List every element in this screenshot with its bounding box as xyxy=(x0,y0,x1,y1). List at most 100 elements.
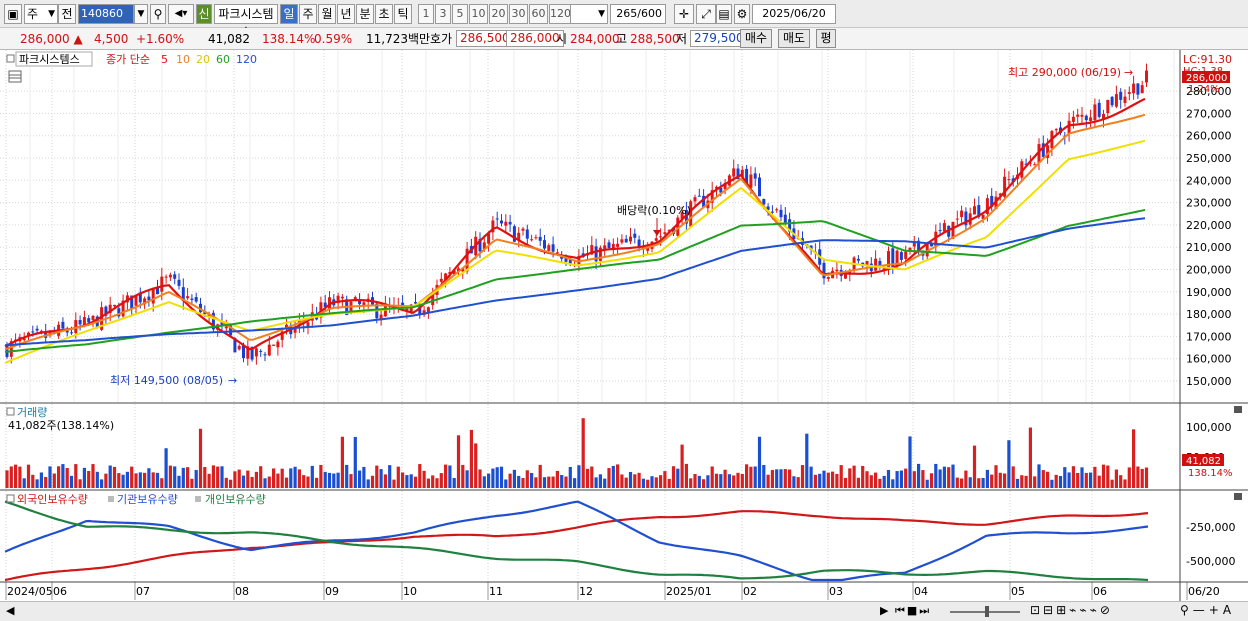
holding-tick-500k: -500,000 xyxy=(1186,555,1235,568)
window-icon[interactable]: ▣ xyxy=(4,4,22,24)
draw-tool-icon[interactable]: ⤢ xyxy=(696,4,716,24)
candle-body xyxy=(457,268,460,272)
candle-body xyxy=(134,295,138,306)
period-button-5[interactable]: 초 xyxy=(375,4,393,24)
candle-body xyxy=(418,306,422,314)
volume-bar xyxy=(461,464,465,488)
hoga-label: 호가 xyxy=(430,32,453,46)
date-field[interactable]: 2025/06/20 xyxy=(752,4,836,24)
interval-button-4[interactable]: 20 xyxy=(489,4,508,24)
period-button-1[interactable]: 주 xyxy=(299,4,317,24)
volume-bar xyxy=(835,473,839,488)
volume-bar xyxy=(856,477,860,488)
candle-body xyxy=(710,190,714,203)
stock-name[interactable]: 파크시스템스 xyxy=(214,4,278,39)
volume-bar xyxy=(237,469,241,488)
candle-body xyxy=(1046,145,1050,158)
chevron-down-icon[interactable]: ▼ xyxy=(134,4,148,24)
zoom-slider-handle[interactable] xyxy=(985,606,989,617)
candle-body xyxy=(27,332,30,337)
speaker-icon[interactable]: ◀▾ xyxy=(168,4,194,24)
period-button-0[interactable]: 일 xyxy=(280,4,298,24)
volume-bar xyxy=(577,465,581,488)
volume-ratio: 138.14% xyxy=(262,32,316,46)
search-icon[interactable]: ⚲ xyxy=(150,4,166,24)
candle-body xyxy=(663,232,667,235)
candle-body xyxy=(964,211,968,226)
candle-body xyxy=(168,274,172,278)
interval-button-3[interactable]: 10 xyxy=(469,4,488,24)
eval-button[interactable]: 평 xyxy=(816,29,836,48)
volume-bar xyxy=(5,470,9,488)
period-button-6[interactable]: 틱 xyxy=(394,4,412,24)
candle-body xyxy=(616,243,620,247)
interval-button-6[interactable]: 60 xyxy=(529,4,548,24)
interval-button-2[interactable]: 5 xyxy=(452,4,468,24)
volume-bar xyxy=(358,470,362,488)
interval-button-0[interactable]: 1 xyxy=(418,4,434,24)
volume-bar xyxy=(14,464,18,488)
playback-icons[interactable]: ⏮■⏭ xyxy=(895,604,932,617)
code-input[interactable]: 140860 xyxy=(78,4,134,24)
candle-body xyxy=(912,242,916,247)
volume-bar xyxy=(302,475,306,488)
interval-button-1[interactable]: 3 xyxy=(435,4,451,24)
candle-body xyxy=(70,332,73,334)
interval-button-5[interactable]: 30 xyxy=(509,4,528,24)
volume-bar xyxy=(22,478,26,488)
period-button-3[interactable]: 년 xyxy=(337,4,355,24)
volume-bar xyxy=(211,465,215,488)
scroll-right-icon[interactable]: ▶ xyxy=(880,604,889,617)
period-button-2[interactable]: 월 xyxy=(318,4,336,24)
candle-body xyxy=(65,329,69,333)
zoom-icons[interactable]: ⚲—+A xyxy=(1180,603,1236,617)
candle-body xyxy=(353,297,357,301)
stock-chart[interactable]: 150,000 160,000 170,000 180,000 190,000 200,0… xyxy=(0,50,1248,601)
ask-price[interactable]: 286,500 xyxy=(456,30,514,47)
sell-button[interactable]: 매도 xyxy=(778,29,810,48)
volume-bar xyxy=(181,467,185,488)
chevron-down-icon[interactable]: ▼ xyxy=(570,4,608,24)
candle-body xyxy=(676,217,680,236)
volume-bar xyxy=(1015,478,1020,488)
new-badge[interactable]: 신 xyxy=(196,4,212,24)
date-label: 12 xyxy=(579,585,593,598)
candle-body xyxy=(362,302,366,307)
count-display[interactable]: 265/600 xyxy=(610,4,666,24)
gear-icon[interactable]: ⚙ xyxy=(734,4,750,24)
volume-bar xyxy=(1106,465,1110,488)
candle-body xyxy=(783,214,787,223)
volume-bar xyxy=(689,478,693,488)
date-label: 06/20 xyxy=(1188,585,1220,598)
candle-body xyxy=(1020,161,1024,178)
volume-bar xyxy=(598,474,602,488)
candle-body xyxy=(809,245,813,250)
interval-button-7[interactable]: 120 xyxy=(549,4,571,24)
period-select[interactable]: 주 ▼ xyxy=(24,4,58,24)
drawing-tools-icons[interactable]: ⊡⊟⊞⌁⌁⌁⊘ xyxy=(1030,603,1113,617)
prev-button[interactable]: 전 xyxy=(58,4,76,24)
bid-price[interactable]: 286,000 xyxy=(506,30,564,47)
volume-bar xyxy=(375,465,379,488)
volume-bar xyxy=(1050,479,1054,488)
volume-bar xyxy=(349,474,353,488)
volume-bar xyxy=(534,477,538,488)
volume-bar xyxy=(39,472,43,488)
scroll-left-icon[interactable]: ◀ xyxy=(6,604,15,617)
panel-close-icon[interactable] xyxy=(1234,406,1242,413)
candle-body xyxy=(715,186,718,189)
buy-button[interactable]: 매수 xyxy=(740,29,772,48)
volume-bar xyxy=(190,478,194,488)
volume-bar xyxy=(560,475,564,488)
scroll-bar[interactable]: ◀ ▶ ⏮■⏭ ⊡⊟⊞⌁⌁⌁⊘ ⚲—+A xyxy=(0,601,1248,621)
crosshair-icon[interactable]: ✛ xyxy=(674,4,694,24)
period-button-4[interactable]: 분 xyxy=(356,4,374,24)
candle-body xyxy=(1102,113,1105,119)
panel-close-icon[interactable] xyxy=(1234,493,1242,500)
save-icon[interactable]: ▤ xyxy=(716,4,732,24)
candle-body xyxy=(254,348,258,357)
legend-name-box[interactable] xyxy=(15,51,93,67)
candle-body xyxy=(250,346,254,360)
volume-bar xyxy=(1067,472,1071,488)
table-icon[interactable] xyxy=(8,70,22,83)
